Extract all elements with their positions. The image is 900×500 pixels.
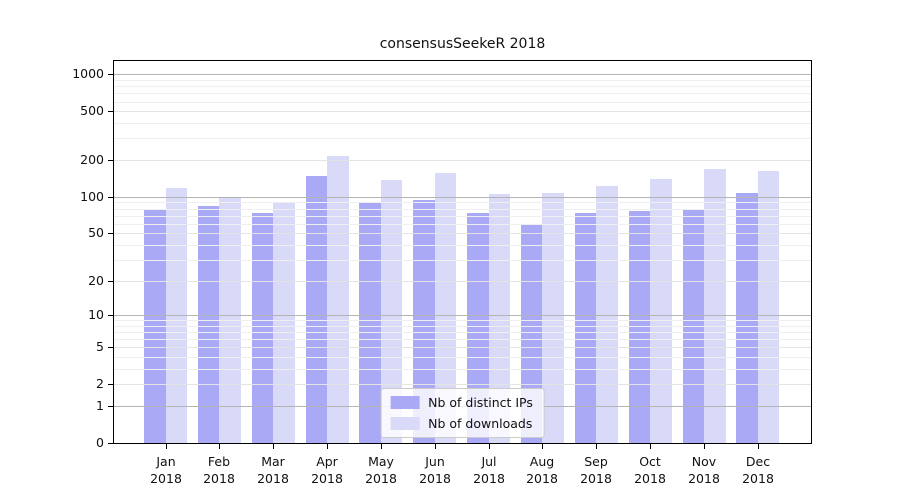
bar-distinct-ips-oct [628,210,651,443]
y-tick-10 [108,315,113,316]
x-tick-mar [273,444,274,449]
legend-swatch-distinct-ips-icon [390,396,420,409]
y-tick-label-1: 1 [96,398,104,413]
y-tick-label-0: 0 [96,435,104,450]
y-tick-label-10: 10 [88,307,104,322]
legend-swatch-downloads-icon [390,417,420,430]
y-tick-label-1000: 1000 [72,66,104,81]
y-tick-label-50: 50 [88,225,104,240]
bar-downloads-jun [434,172,457,443]
x-tick-label-jun: Jun 2018 [419,454,451,486]
x-tick-label-sep: Sep 2018 [580,454,612,486]
bar-downloads-sep [596,186,618,443]
bar-downloads-apr [327,156,349,443]
x-tick-label-jul: Jul 2018 [473,454,505,486]
x-tick-label-feb: Feb 2018 [203,454,235,486]
y-tick-20 [108,281,113,282]
x-tick-dec [758,444,759,449]
x-tick-nov [704,444,705,449]
x-tick-may [381,444,382,449]
bar-downloads-aug [542,193,564,443]
y-tick-0 [108,443,113,444]
y-tick-label-500: 500 [80,103,104,118]
bar-downloads-feb [219,196,241,443]
bar-downloads-mar [273,201,295,443]
x-tick-label-apr: Apr 2018 [311,454,343,486]
y-tick-2 [108,384,113,385]
y-tick-label-100: 100 [80,189,104,204]
y-tick-label-20: 20 [88,273,104,288]
bar-distinct-ips-may [359,202,381,443]
bar-downloads-oct [650,178,672,443]
y-tick-1 [108,406,113,407]
x-tick-sep [596,444,597,449]
y-tick-1000 [108,74,113,75]
x-tick-label-nov: Nov 2018 [688,454,720,486]
bar-distinct-ips-apr [305,176,328,443]
y-tick-5 [108,347,113,348]
bar-distinct-ips-sep [574,212,597,443]
bar-distinct-ips-dec [736,193,758,443]
bar-distinct-ips-jul [467,213,489,443]
legend-item-downloads: Nb of downloads [390,416,533,431]
bar-downloads-nov [704,168,726,443]
legend-label-distinct-ips: Nb of distinct IPs [428,395,533,410]
x-tick-aug [542,444,543,449]
x-tick-label-oct: Oct 2018 [634,454,666,486]
x-tick-apr [327,444,328,449]
bar-downloads-jan [165,188,187,443]
x-tick-jan [166,444,167,449]
y-tick-label-5: 5 [96,339,104,354]
x-tick-label-dec: Dec 2018 [742,454,774,486]
x-tick-label-aug: Aug 2018 [526,454,558,486]
chart-title: consensusSeekeR 2018 [379,36,546,52]
bars-layer [114,61,811,443]
y-tick-100 [108,197,113,198]
bar-distinct-ips-mar [251,213,274,443]
x-tick-jun [435,444,436,449]
x-tick-label-may: May 2018 [365,454,397,486]
bar-downloads-dec [757,171,780,443]
y-tick-label-2: 2 [96,376,104,391]
y-tick-500 [108,111,113,112]
x-tick-label-mar: Mar 2018 [257,454,289,486]
bar-distinct-ips-feb [197,206,220,443]
legend-label-downloads: Nb of downloads [428,416,533,431]
x-tick-oct [650,444,651,449]
legend-item-distinct-ips: Nb of distinct IPs [390,395,533,410]
x-tick-label-jan: Jan 2018 [150,454,182,486]
x-tick-feb [219,444,220,449]
bar-distinct-ips-nov [682,209,704,443]
y-tick-label-200: 200 [80,152,104,167]
bar-distinct-ips-jan [144,209,166,443]
bar-downloads-jul [488,194,511,443]
legend: Nb of distinct IPs Nb of downloads [380,388,545,438]
plot-area: Nb of distinct IPs Nb of downloads [113,60,812,444]
y-tick-50 [108,233,113,234]
y-tick-200 [108,160,113,161]
x-tick-jul [489,444,490,449]
